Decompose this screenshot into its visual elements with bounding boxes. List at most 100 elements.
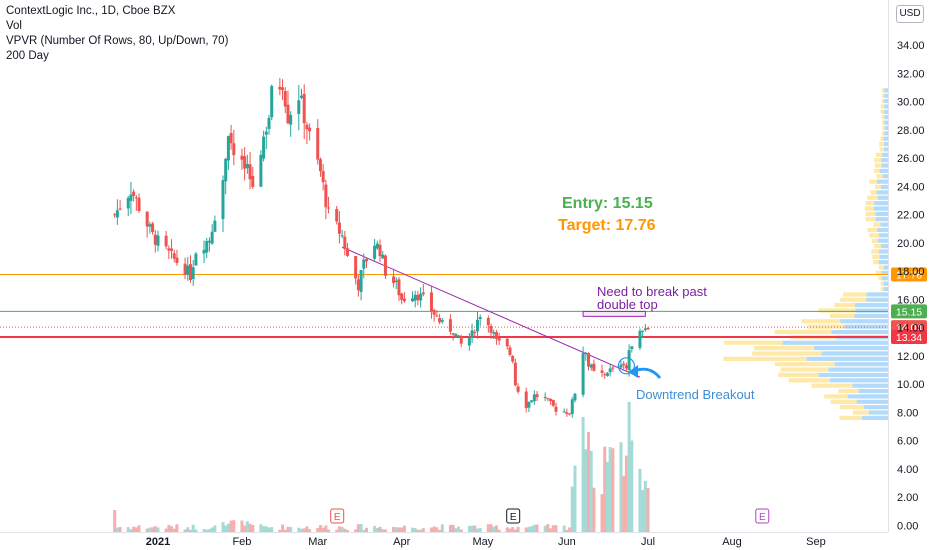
volume-bar [126, 527, 130, 532]
candle-body [210, 231, 214, 244]
earnings-event-marker [506, 508, 521, 524]
candle-body [543, 396, 547, 398]
volume-bar [202, 529, 206, 532]
vpvr-up-bar [844, 324, 888, 329]
volume-bar [335, 529, 339, 532]
volume-bar [435, 527, 439, 532]
candle-body [438, 318, 442, 323]
time-tick-label: Aug [722, 536, 742, 548]
vpvr-up-bar [854, 303, 888, 308]
volume-bar [511, 527, 515, 532]
candle-body [551, 400, 555, 406]
candle-body [118, 208, 122, 210]
volume-bar [281, 524, 285, 532]
volume-bar [278, 529, 282, 532]
vpvr-down-bar [871, 238, 878, 243]
candle-body [278, 86, 282, 90]
vpvr-down-bar [840, 405, 864, 410]
vpvr-up-bar [879, 233, 888, 238]
volume-bar [475, 528, 479, 532]
vpvr-down-bar [882, 120, 885, 125]
volume-bar [262, 526, 266, 532]
volume-bar [267, 527, 271, 532]
candle-body [605, 373, 609, 376]
volume-bar [592, 487, 596, 532]
volume-bars [113, 402, 650, 532]
volume-bar [440, 524, 444, 532]
candle-body [264, 131, 268, 135]
volume-bar [600, 494, 604, 532]
price-tick-label: 18.00 [897, 266, 925, 278]
volume-bar [205, 529, 209, 532]
candle-body [641, 330, 645, 332]
volume-bar [300, 528, 303, 532]
volume-bar [221, 522, 225, 532]
volume-bar [630, 440, 634, 532]
volume-bar [605, 462, 609, 532]
vpvr-up-bar [829, 378, 888, 383]
vpvr-up-bar [863, 405, 888, 410]
candle-body [335, 208, 339, 222]
candle-body [619, 364, 623, 368]
vpvr-down-bar [872, 254, 880, 259]
candle-body [643, 328, 647, 330]
vpvr-up-bar [877, 238, 888, 243]
vpvr-down-bar [864, 206, 874, 211]
volume-bar [132, 526, 136, 532]
candle-body [475, 319, 479, 332]
candle-body [362, 259, 366, 269]
earnings-event-label: E [759, 512, 766, 523]
candle-body [603, 374, 607, 376]
vpvr-up-bar [884, 141, 888, 147]
volume-bar [210, 527, 214, 532]
candle-body [375, 243, 379, 249]
vpvr-up-bar [866, 297, 888, 302]
candle-body [194, 253, 198, 266]
candle-body [221, 180, 225, 220]
candle-body [148, 224, 152, 227]
vpvr-up-bar [828, 367, 888, 372]
price-level-label: 17.76 [896, 270, 922, 282]
volume-bar [232, 520, 236, 532]
vpvr-down-bar [880, 109, 884, 114]
candle-body [511, 356, 515, 362]
candle-body [343, 236, 347, 250]
candle-body [245, 163, 249, 169]
currency-button[interactable]: USD [896, 5, 924, 23]
candle-body [535, 394, 539, 398]
vpvr-down-bar [867, 227, 878, 233]
candle-body [546, 398, 550, 400]
volume-bar [264, 526, 268, 532]
candle-body [308, 127, 312, 132]
price-level-badge [891, 330, 927, 345]
candle-body [646, 327, 650, 330]
legend-symbol: ContextLogic Inc., 1D, Cboe BZX [6, 5, 176, 17]
candle-body [457, 335, 461, 337]
candle-body [492, 332, 496, 334]
vpvr-down-bar [880, 286, 884, 292]
volume-bar [549, 528, 553, 532]
volume-bar [381, 529, 385, 532]
vpvr-up-bar [881, 163, 888, 168]
vpvr-down-bar [865, 211, 876, 216]
vpvr-up-bar [821, 351, 888, 356]
volume-bar [454, 528, 458, 532]
volume-bar [505, 527, 509, 532]
volume-bar [207, 529, 211, 532]
volume-bar [188, 529, 192, 532]
vpvr-down-bar [871, 249, 879, 254]
vpvr-down-bar [882, 93, 885, 98]
candle-body [416, 294, 420, 301]
volume-bar [535, 524, 539, 532]
vpvr-up-bar [883, 281, 888, 286]
vpvr-up-bar [831, 329, 888, 335]
vpvr-up-bar [878, 260, 888, 265]
volume-bar [530, 526, 534, 532]
candle-body [454, 333, 458, 337]
price-level-label: 15.15 [896, 306, 922, 318]
vpvr-down-bar [874, 163, 882, 168]
candle-body [432, 310, 436, 315]
volume-bar [240, 520, 244, 532]
